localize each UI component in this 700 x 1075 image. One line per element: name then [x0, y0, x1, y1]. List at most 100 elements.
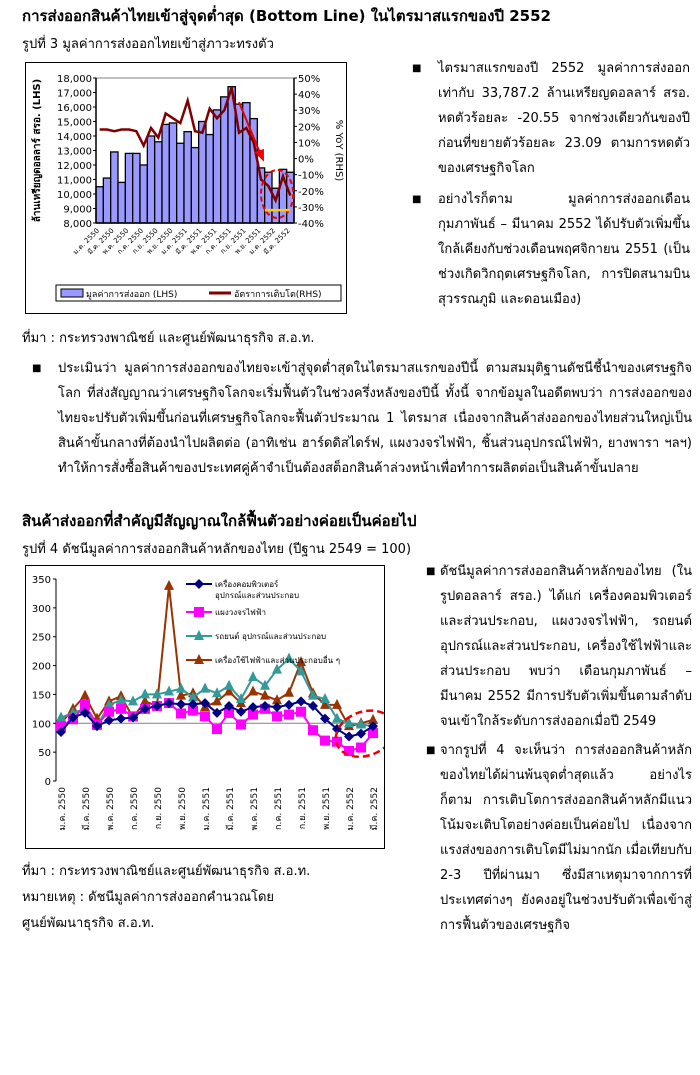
data-point — [368, 713, 378, 724]
data-point — [188, 699, 198, 710]
bullet-item: ■ ดัชนีมูลค่าการส่งออกสินค้าหลักของไทย (… — [426, 559, 692, 734]
data-point — [164, 698, 174, 709]
x-tick-label: มี.ค. 2551 — [225, 787, 236, 830]
bullet-icon: ■ — [412, 63, 422, 74]
data-point — [104, 698, 114, 709]
data-point — [236, 719, 246, 730]
data-point — [212, 695, 222, 706]
bar — [212, 109, 222, 224]
data-point — [356, 718, 366, 729]
section1: การส่งออกสินค้าไทยเข้าสู่จุดต่ำสุด (Bott… — [0, 0, 700, 481]
data-point — [356, 728, 366, 739]
y-tick-label: 150 — [32, 690, 51, 701]
y2-tick-label: 40% — [298, 90, 320, 101]
bullet-text: ไตรมาสแรกของปี 2552 มูลค่าการส่งออกเท่าก… — [438, 61, 690, 176]
data-point — [140, 688, 150, 699]
assessment-paragraph: ประเมินว่า มูลค่าการส่งออกของไทยจะเข้าสู… — [58, 361, 692, 476]
bar — [154, 141, 163, 224]
bar — [249, 117, 258, 224]
bar — [176, 142, 185, 224]
figure3-column: 8,000 9,000 10,000 11,000 12,000 13,000 14,000… — [22, 62, 347, 348]
y-tick-label: 300 — [32, 604, 51, 615]
legend-label: แผงวงจรไฟฟ้า — [215, 608, 266, 617]
data-point — [56, 726, 66, 737]
y-tick-label: 12,000 — [57, 161, 92, 172]
data-point — [368, 721, 378, 732]
red-arrow-icon — [238, 101, 262, 156]
bar — [161, 123, 170, 224]
legend-label: เครื่องใช้ไฟฟ้าและส่วนประกอบอื่น ๆ — [215, 654, 340, 665]
bullet-item: ■ จากรูปที่ 4 จะเห็นว่า การส่งออกสินค้าห… — [426, 738, 692, 938]
data-point — [272, 694, 282, 705]
data-point — [116, 713, 126, 724]
data-point — [80, 699, 90, 710]
legend-marker — [194, 654, 204, 664]
data-point — [260, 689, 270, 700]
data-point — [212, 687, 222, 698]
data-point — [212, 707, 222, 718]
y2-tick-label: -40% — [298, 219, 324, 230]
y-tick-label: 10,000 — [57, 190, 92, 201]
x-tick-label: มี.ค. 2552 — [369, 787, 380, 830]
data-point — [116, 703, 126, 714]
y2-tick-label: -30% — [298, 203, 324, 214]
data-point — [176, 699, 186, 710]
section2-bullets: ■ ดัชนีมูลค่าการส่งออกสินค้าหลักของไทย (… — [426, 559, 692, 938]
data-point — [296, 696, 306, 707]
data-point — [260, 700, 270, 711]
bullet-icon: ■ — [32, 363, 42, 374]
data-point — [248, 671, 258, 682]
data-point — [164, 685, 174, 696]
y2-tick-label: 0% — [298, 155, 314, 166]
x-tick-label: มี.ค. 2550 — [81, 787, 92, 831]
export-index-chart: 0 50 100 150 200 250 300 350 ม.ค. 2550 มี.ค. 2550… — [32, 575, 396, 831]
y-tick-label: 100 — [32, 719, 51, 730]
data-point — [272, 711, 282, 722]
data-point — [344, 731, 354, 742]
y-tick-label: 16,000 — [57, 103, 92, 114]
bar — [132, 152, 141, 224]
x-tick-label: พ.ค. 2551 — [250, 787, 260, 830]
legend-box — [55, 284, 342, 302]
data-point — [248, 709, 258, 720]
assessment-item: ■ ประเมินว่า มูลค่าการส่งออกของไทยจะเข้า… — [32, 356, 692, 481]
dashed-circle-annotation — [260, 169, 295, 219]
y-tick-label: 15,000 — [57, 118, 92, 129]
x-tick-label: พ.ย. 2551 — [322, 787, 332, 830]
data-point — [308, 689, 318, 700]
y2-axis-label: % YoY (RHS) — [333, 120, 344, 182]
bullet-text: จากรูปที่ 4 จะเห็นว่า การส่งออกสินค้าหลั… — [440, 743, 692, 933]
x-tick-label: ม.ค. 2550 — [58, 787, 68, 831]
data-point — [224, 679, 234, 690]
data-point — [200, 711, 210, 722]
bar — [102, 177, 112, 224]
data-point — [224, 707, 234, 718]
data-point — [356, 742, 366, 753]
data-point — [128, 712, 138, 723]
y-tick-label: 0 — [45, 777, 51, 788]
x-tick-label: ก.ค. 2551 — [274, 787, 284, 830]
data-point — [128, 695, 138, 706]
x-tick-label: ก.ย. 2550 — [154, 787, 164, 829]
figure3-source: ที่มา : กระทรวงพาณิชย์ และศูนย์พัฒนาธุรก… — [22, 331, 315, 346]
bar — [168, 122, 178, 224]
data-point — [236, 693, 246, 704]
bar — [146, 135, 156, 224]
y-tick-label: 17,000 — [57, 89, 92, 100]
y2-tick-label: 20% — [298, 122, 320, 133]
data-point — [284, 709, 294, 720]
data-point — [320, 735, 330, 746]
data-point — [152, 700, 162, 711]
bar — [139, 164, 148, 224]
section2-heading: สินค้าส่งออกที่สำคัญมีสัญญาณใกล้ฟื้นตัวอ… — [22, 512, 417, 530]
bullet-icon: ■ — [426, 566, 436, 577]
data-point — [284, 686, 294, 697]
bullet-item: ■ อย่างไรก็ตาม มูลค่าการส่งออกเดือนกุมภา… — [412, 187, 690, 312]
data-point — [332, 698, 342, 709]
bar — [190, 146, 200, 224]
data-point — [296, 706, 306, 717]
x-tick-label: พ.ย. 2550 — [178, 787, 188, 830]
data-point — [344, 745, 354, 756]
data-point — [320, 713, 330, 724]
figure4-column: 0 50 100 150 200 250 300 350 ม.ค. 2550 มี.ค. 2550… — [22, 565, 396, 933]
